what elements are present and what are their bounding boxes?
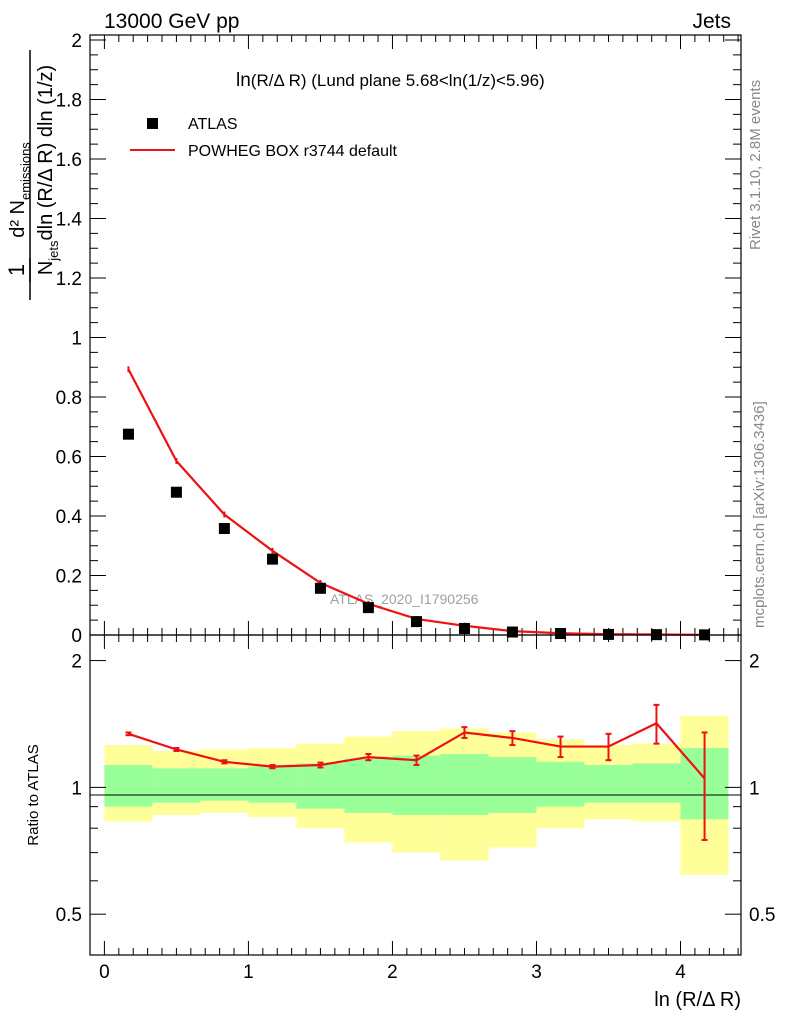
y-tick-label: 1 (71, 329, 82, 350)
main-panel-title-rest: (R/Δ R) (Lund plane 5.68<ln(1/z)<5.96) (251, 71, 545, 90)
ratio-bands (104, 715, 729, 875)
legend-atlas-marker (147, 118, 158, 129)
stat-uncertainty-band (248, 766, 297, 803)
atlas-data-point (411, 616, 423, 628)
atlas-data-point (506, 626, 518, 638)
ratio-y-tick-label-right: 1 (749, 778, 760, 799)
x-tick-label: 2 (387, 962, 398, 983)
atlas-data-point (362, 602, 374, 614)
header-process-label: Jets (692, 10, 731, 33)
y-tick-label: 1.8 (56, 91, 82, 112)
stat-uncertainty-band (104, 765, 153, 807)
stat-uncertainty-band (632, 763, 681, 803)
main-panel-ticks (90, 35, 741, 636)
y-tick-label: 0.4 (56, 507, 83, 528)
atlas-data-point (458, 622, 470, 634)
stat-uncertainty-band (152, 768, 201, 803)
atlas-data-point (314, 582, 326, 594)
main-panel-data (122, 366, 711, 641)
atlas-data-point (122, 428, 134, 440)
y-tick-label: 1.6 (56, 150, 82, 171)
ratio-panel-tick-labels: 0.5 0.5 1 1 2 2 0 1 2 3 4 (56, 652, 776, 983)
ratio-y-axis-label: Ratio to ATLAS (25, 744, 42, 845)
stat-uncertainty-band (488, 757, 537, 813)
y-label-numerator: d² Nemissions (7, 142, 33, 238)
atlas-data-point (266, 553, 278, 565)
y-label-denominator-rest: dln (R/Δ R) dln (1/z) (35, 65, 57, 241)
y-tick-label: 0.2 (56, 567, 82, 588)
x-axis-label: ln (R/Δ R) (654, 989, 741, 1011)
mcplots-label: mcplots.cern.ch [arXiv:1306.3436] (751, 401, 768, 628)
atlas-data-point (170, 486, 182, 498)
y-tick-label: 1.2 (56, 269, 82, 290)
ratio-data (125, 703, 708, 842)
stat-uncertainty-band (200, 768, 249, 801)
y-tick-label: 0.6 (56, 448, 82, 469)
stat-uncertainty-band (536, 761, 585, 807)
main-panel-title: ln(R/Δ R) (Lund plane 5.68<ln(1/z)<5.96) (236, 70, 545, 91)
legend-powheg-label: POWHEG BOX r3744 default (188, 143, 398, 160)
main-panel: 0.2 0.4 0.6 0.8 1 1.2 1.4 1.6 1.8 2 0 ln(R/Δ R) (… (4, 31, 742, 647)
ratio-panel: 0.5 0.5 1 1 2 2 0 1 2 3 4 Ratio to ATLAS ln (R/Δ R… (25, 634, 776, 1011)
ratio-panel-frame (89, 634, 742, 956)
x-tick-label: 0 (99, 962, 110, 983)
y-tick-label: 2 (71, 31, 82, 52)
y-tick-label: 0.8 (56, 388, 82, 409)
legend-atlas-label: ATLAS (188, 116, 238, 133)
legend: ATLAS POWHEG BOX r3744 default (130, 116, 398, 160)
main-panel-title-ln: ln (236, 70, 251, 91)
ratio-y-tick-label: 0.5 (56, 905, 82, 926)
rivet-version-label: Rivet 3.1.10, 2.8M events (747, 80, 764, 250)
ratio-y-tick-label-right: 2 (749, 652, 760, 673)
ratio-y-tick-label: 2 (71, 652, 82, 673)
stat-uncertainty-band (584, 765, 633, 803)
main-panel-y-zero-label: 0 (71, 626, 82, 647)
atlas-data-point (555, 628, 567, 640)
stat-uncertainty-band (344, 758, 393, 813)
ratio-y-tick-label: 1 (71, 778, 82, 799)
main-panel-y-axis-label: 1 d² Nemissions Njetsdln (R/Δ R) dln (1/… (4, 50, 61, 300)
header-collision-label: 13000 GeV pp (104, 10, 239, 33)
y-label-denominator-sub: jets (46, 240, 61, 262)
x-tick-label: 1 (243, 962, 254, 983)
main-panel-y-tick-labels: 0.2 0.4 0.6 0.8 1 1.2 1.4 1.6 1.8 2 (56, 31, 83, 588)
y-label-prefix: 1 (4, 264, 29, 276)
x-tick-label: 3 (531, 962, 542, 983)
y-label-denominator-main: N (35, 261, 57, 275)
y-label-denominator: Njetsdln (R/Δ R) dln (1/z) (35, 65, 61, 275)
stat-uncertainty-band (440, 754, 489, 815)
x-tick-label: 4 (675, 962, 686, 983)
analysis-watermark: ATLAS_2020_I1790256 (330, 591, 479, 607)
stat-uncertainty-band (296, 763, 345, 809)
y-label-numerator-main: d² N (7, 200, 29, 238)
atlas-data-point (218, 522, 230, 534)
y-tick-label: 1.4 (56, 210, 83, 231)
ratio-y-tick-label-right: 0.5 (749, 905, 775, 926)
